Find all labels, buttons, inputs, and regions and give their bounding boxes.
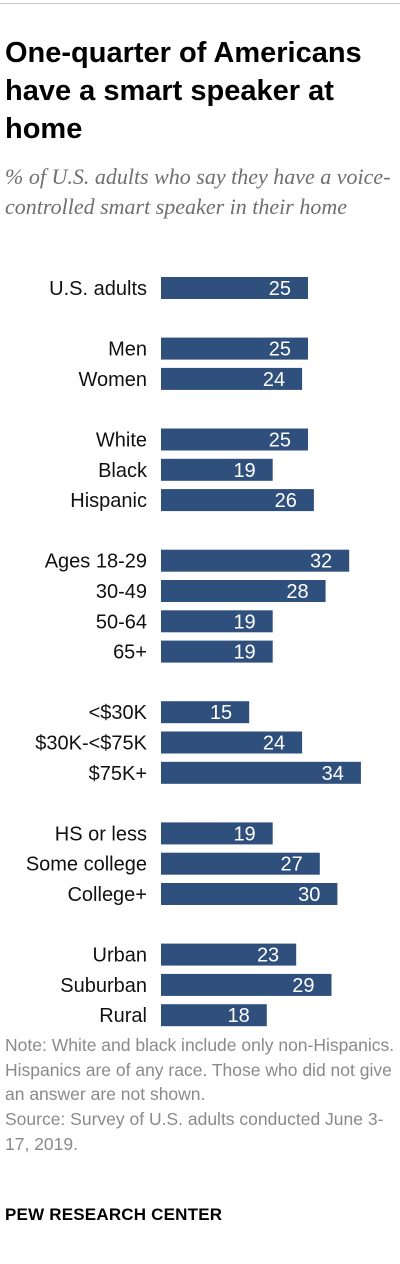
value-label: 19 <box>233 460 255 482</box>
value-label: 25 <box>269 339 291 361</box>
chart-title: One-quarter of Americans have a smart sp… <box>5 37 362 145</box>
bar <box>161 1004 267 1027</box>
value-label: 27 <box>281 854 303 876</box>
value-label: 28 <box>286 581 308 603</box>
category-label: <$30K <box>89 702 148 724</box>
bar <box>161 367 303 390</box>
bar <box>161 943 297 966</box>
bar <box>161 428 308 451</box>
bar <box>161 973 332 996</box>
category-label: Suburban <box>60 975 147 997</box>
bar <box>161 852 320 875</box>
value-label: 26 <box>275 490 297 512</box>
bar <box>161 489 314 512</box>
value-label: 19 <box>233 823 255 845</box>
value-label: 18 <box>228 1005 250 1027</box>
chart-source: Source: Survey of U.S. adults conducted … <box>5 1109 384 1154</box>
bar <box>161 549 350 572</box>
value-label: 32 <box>310 551 332 573</box>
bar <box>161 701 250 724</box>
bar-chart: U.S. adults 25 Men 25 Women 24 White 25 Black 19 H… <box>26 277 361 1027</box>
bar <box>161 640 273 663</box>
category-label: 65+ <box>113 642 147 664</box>
value-label: 23 <box>257 945 279 967</box>
category-label: 50-64 <box>96 611 147 633</box>
chart-note: Note: White and black include only non-H… <box>5 1035 395 1104</box>
bar <box>161 458 273 481</box>
category-label: 30-49 <box>96 581 147 603</box>
top-rule <box>0 3 400 4</box>
category-label: U.S. adults <box>49 278 147 300</box>
value-label: 24 <box>263 733 285 755</box>
category-label: White <box>96 430 147 452</box>
category-label: Men <box>108 339 147 361</box>
category-label: HS or less <box>55 823 147 845</box>
value-label: 24 <box>263 369 285 391</box>
value-label: 25 <box>269 430 291 452</box>
category-label: Urban <box>93 945 147 967</box>
bar <box>161 822 273 845</box>
value-label: 25 <box>269 278 291 300</box>
value-label: 19 <box>233 611 255 633</box>
value-label: 29 <box>292 975 314 997</box>
category-label: Rural <box>99 1005 147 1027</box>
value-label: 30 <box>298 884 320 906</box>
category-label: Ages 18-29 <box>45 551 147 573</box>
category-label: Black <box>98 460 148 482</box>
brand-logo-text: PEW RESEARCH CENTER <box>5 1205 223 1224</box>
category-label: Some college <box>26 854 147 876</box>
bar <box>161 277 308 299</box>
category-label: Hispanic <box>70 490 147 512</box>
category-label: Women <box>78 369 147 391</box>
bar <box>161 731 303 754</box>
bar <box>161 580 326 602</box>
category-label: $30K-<$75K <box>35 733 147 755</box>
value-label: 34 <box>322 763 344 785</box>
value-label: 19 <box>233 642 255 664</box>
chart-subtitle: % of U.S. adults who say they have a voi… <box>5 164 391 219</box>
bar <box>161 883 338 905</box>
category-label: College+ <box>67 884 147 906</box>
bar <box>161 610 273 633</box>
bar <box>161 761 361 784</box>
bar <box>161 337 308 360</box>
category-label: $75K+ <box>89 763 147 785</box>
value-label: 15 <box>210 702 232 724</box>
